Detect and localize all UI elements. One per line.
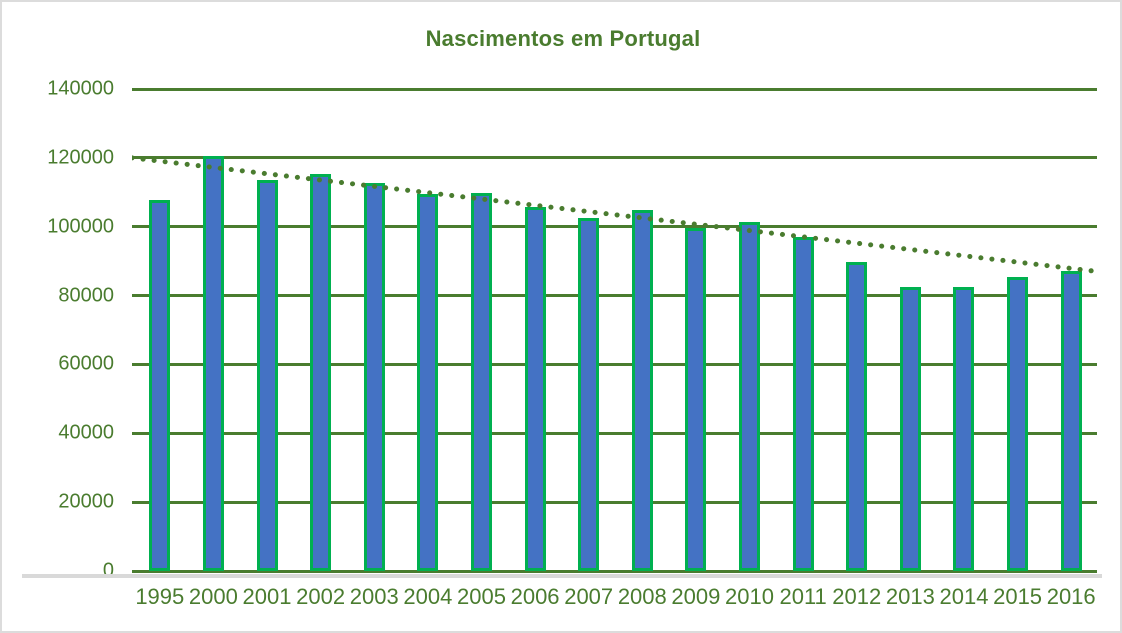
gridline (132, 156, 1097, 160)
bar[interactable] (256, 180, 278, 571)
x-axis-tick-label: 2015 (993, 584, 1043, 609)
x-axis-tick-label: 2004 (403, 584, 453, 609)
bar[interactable] (953, 287, 975, 571)
bar[interactable] (631, 210, 653, 571)
y-axis-labels: 0 20000 40000 60000 80000 100000 120000 140000 (2, 78, 114, 582)
bar[interactable] (899, 286, 921, 571)
chart-title: Nascimentos em Portugal (425, 26, 701, 51)
bar[interactable] (685, 228, 707, 571)
bar[interactable] (310, 174, 332, 571)
x-axis-tick-label: 2009 (671, 584, 721, 609)
y-axis-tick-label: 0 (102, 559, 114, 582)
bar[interactable] (739, 221, 761, 571)
bar[interactable] (417, 194, 439, 571)
x-axis-tick-label: 2001 (242, 584, 292, 609)
x-axis-labels: 1995 2000 2001 2002 2003 2004 2005 2006 2007 2008… (132, 584, 1097, 624)
y-axis-tick-label: 120000 (47, 146, 114, 169)
y-axis-tick-label: 60000 (58, 352, 114, 375)
gridline (132, 431, 1097, 435)
x-axis-tick-label: 2013 (885, 584, 935, 609)
gridline (132, 294, 1097, 298)
y-axis-tick-label: 140000 (47, 77, 114, 100)
plot-area (132, 87, 1097, 573)
x-axis-tick-label: 2002 (296, 584, 346, 609)
bar[interactable] (1007, 276, 1029, 571)
bar[interactable] (202, 156, 224, 571)
bar[interactable] (1060, 271, 1082, 571)
gridline (132, 500, 1097, 504)
bar[interactable] (578, 218, 600, 571)
y-axis-tick-label: 20000 (58, 490, 114, 513)
bar[interactable] (846, 261, 868, 571)
bar[interactable] (470, 193, 492, 571)
x-axis-tick-label: 2016 (1046, 584, 1096, 609)
y-axis-tick-label: 80000 (58, 284, 114, 307)
x-axis-tick-label: 2005 (456, 584, 506, 609)
x-axis-rule (22, 574, 1102, 578)
x-axis-tick-label: 2014 (939, 584, 989, 609)
y-axis-tick-label: 40000 (58, 421, 114, 444)
bar[interactable] (524, 206, 546, 571)
bar[interactable] (363, 182, 385, 571)
gridline (132, 362, 1097, 366)
bar[interactable] (149, 200, 171, 571)
x-axis-tick-label: 2003 (349, 584, 399, 609)
bar[interactable] (792, 237, 814, 571)
x-axis-tick-label: 2000 (188, 584, 238, 609)
x-axis-tick-label: 2006 (510, 584, 560, 609)
x-axis-tick-label: 1995 (135, 584, 185, 609)
gridline (132, 87, 1097, 91)
x-axis-tick-label: 2011 (779, 584, 827, 609)
x-axis-tick-label: 2012 (832, 584, 882, 609)
x-axis-tick-label: 2008 (617, 584, 667, 609)
y-axis-tick-label: 100000 (47, 215, 114, 238)
x-axis-tick-label: 2007 (564, 584, 614, 609)
x-axis-tick-label: 2010 (725, 584, 774, 609)
axis-baseline (132, 569, 1097, 573)
